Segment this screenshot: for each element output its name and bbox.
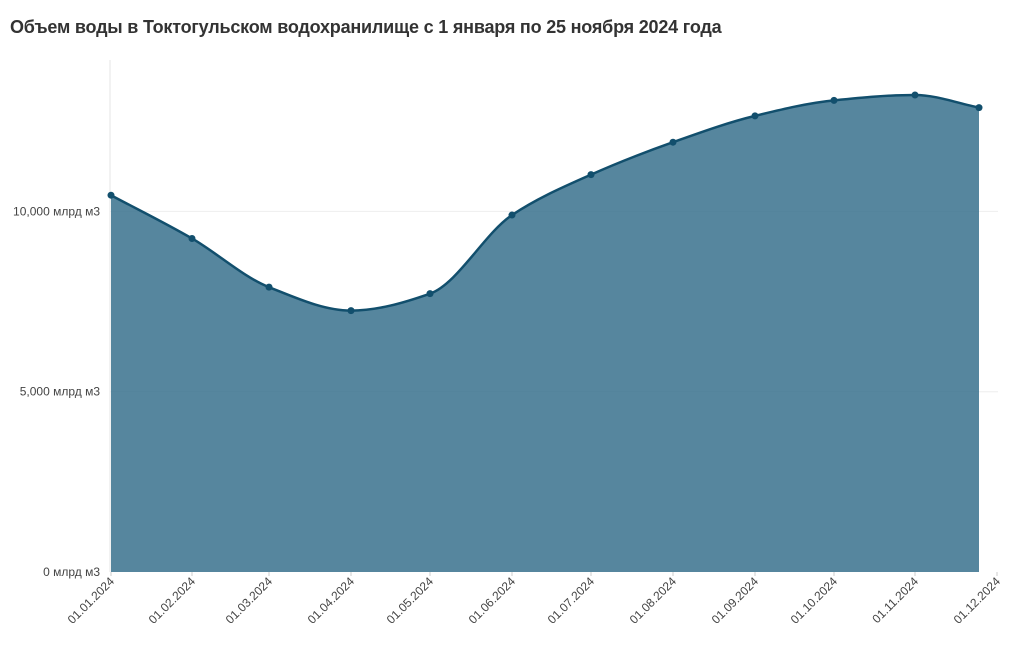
y-tick-label: 5,000 млрд м3 [20,385,101,399]
y-tick-label: 0 млрд м3 [43,565,100,579]
x-tick-label: 01.09.2024 [709,574,762,627]
x-tick-label: 01.05.2024 [384,574,437,627]
x-tick-label: 01.06.2024 [466,574,519,627]
chart-title: Объем воды в Токтогульском водохранилище… [10,17,722,37]
data-point[interactable] [107,191,115,199]
x-tick-label: 01.01.2024 [65,574,118,627]
data-point[interactable] [265,283,273,291]
x-tick-label: 01.03.2024 [223,574,276,627]
data-point[interactable] [508,211,516,219]
data-point[interactable] [188,234,196,242]
x-tick-label: 01.12.2024 [951,574,1004,627]
x-tick-label: 01.11.2024 [869,574,921,626]
data-point[interactable] [975,104,983,112]
data-point[interactable] [426,290,434,298]
data-point[interactable] [830,96,838,104]
x-axis-ticks: 01.01.2024 01.02.2024 01.03.2024 01.04.2024… [65,572,1004,627]
data-point[interactable] [911,91,919,99]
data-point[interactable] [587,171,595,179]
x-tick-label: 01.02.2024 [146,574,199,627]
x-tick-label: 01.08.2024 [627,574,680,627]
area-fill [111,94,979,573]
data-point[interactable] [751,112,759,120]
y-axis-ticks: 0 млрд м3 5,000 млрд м3 10,000 млрд м3 [13,204,100,579]
x-tick-label: 01.04.2024 [305,574,358,627]
y-tick-label: 10,000 млрд м3 [13,204,100,218]
x-tick-label: 01.10.2024 [788,574,841,627]
data-point[interactable] [669,138,677,146]
data-point[interactable] [347,307,355,315]
data-points [107,91,983,315]
x-tick-label: 01.07.2024 [545,574,598,627]
